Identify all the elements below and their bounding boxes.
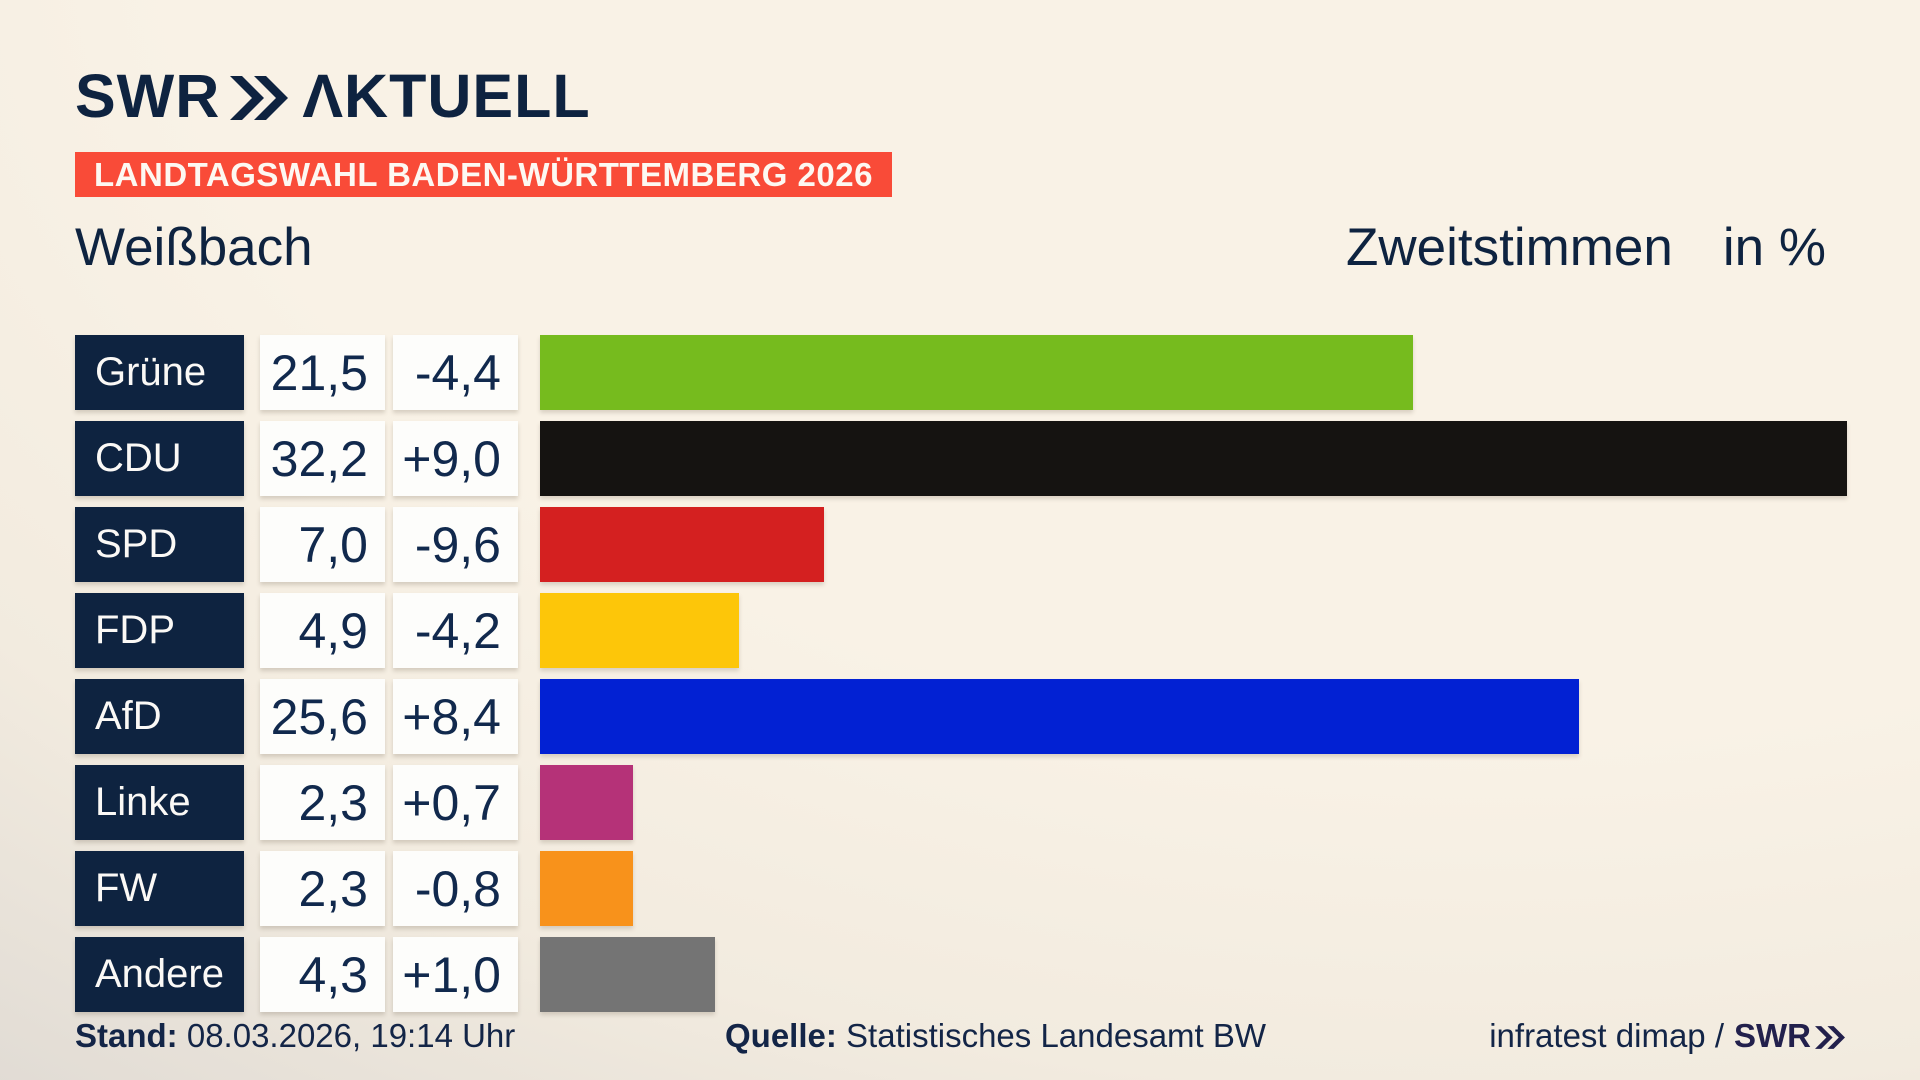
change-label: +1,0: [393, 937, 518, 1012]
party-label: AfD: [75, 679, 244, 754]
value-label: 21,5: [260, 335, 385, 410]
value-label: 7,0: [260, 507, 385, 582]
swr-aktuell-logo: SWR ΛKTUELL: [75, 66, 591, 127]
bar: [540, 765, 634, 840]
change-label: -4,4: [393, 335, 518, 410]
swr-logo-small: SWR: [1734, 1017, 1845, 1055]
bar: [540, 851, 634, 926]
change-label: -9,6: [393, 507, 518, 582]
party-label: Grüne: [75, 335, 244, 410]
chart-row: Andere 4,3 +1,0: [75, 937, 1847, 1012]
change-label: +8,4: [393, 679, 518, 754]
bar-chart: Grüne 21,5 -4,4 CDU 32,2 +9,0 SPD 7,0 -9…: [75, 335, 1847, 1023]
bar-track: [540, 679, 1847, 754]
bar-track: [540, 507, 1847, 582]
party-label: CDU: [75, 421, 244, 496]
bar: [540, 679, 1580, 754]
stand-label: Stand:: [75, 1017, 178, 1054]
location-title: Weißbach: [75, 218, 313, 277]
chart-unit-text: in %: [1722, 218, 1826, 277]
change-label: -0,8: [393, 851, 518, 926]
bar: [540, 937, 715, 1012]
title-row: Weißbach Zweitstimmen in %: [75, 218, 1826, 278]
chart-row: FDP 4,9 -4,2: [75, 593, 1847, 668]
bar-track: [540, 593, 1847, 668]
logo-aktuell-text: ΛKTUELL: [302, 62, 591, 130]
bar-track: [540, 765, 1847, 840]
stand-info: Stand: 08.03.2026, 19:14 Uhr: [75, 1017, 515, 1055]
chart-row: Linke 2,3 +0,7: [75, 765, 1847, 840]
value-label: 2,3: [260, 851, 385, 926]
double-chevron-icon: [230, 75, 289, 120]
credit-info: infratest dimap / SWR: [1489, 1017, 1845, 1055]
party-label: Andere: [75, 937, 244, 1012]
chart-title: Zweitstimmen in %: [1346, 218, 1826, 278]
chart-title-text: Zweitstimmen: [1346, 218, 1673, 277]
value-label: 4,9: [260, 593, 385, 668]
bar: [540, 335, 1413, 410]
credit-logo-text: SWR: [1734, 1017, 1811, 1054]
chart-row: SPD 7,0 -9,6: [75, 507, 1847, 582]
source-label: Quelle:: [725, 1017, 837, 1054]
bar-track: [540, 937, 1847, 1012]
chart-row: FW 2,3 -0,8: [75, 851, 1847, 926]
logo-swr-text: SWR: [75, 62, 221, 130]
chart-row: CDU 32,2 +9,0: [75, 421, 1847, 496]
source-info: Quelle: Statistisches Landesamt BW: [725, 1017, 1266, 1055]
bar: [540, 593, 739, 668]
value-label: 2,3: [260, 765, 385, 840]
bar-track: [540, 335, 1847, 410]
chart-row: AfD 25,6 +8,4: [75, 679, 1847, 754]
value-label: 25,6: [260, 679, 385, 754]
party-label: FW: [75, 851, 244, 926]
bar-track: [540, 851, 1847, 926]
value-label: 32,2: [260, 421, 385, 496]
stand-value: 08.03.2026, 19:14 Uhr: [186, 1017, 516, 1054]
election-badge: LANDTAGSWAHL BADEN-WÜRTTEMBERG 2026: [75, 152, 892, 197]
source-value: Statistisches Landesamt BW: [846, 1017, 1267, 1054]
bar: [540, 421, 1847, 496]
change-label: +9,0: [393, 421, 518, 496]
party-label: Linke: [75, 765, 244, 840]
chart-row: Grüne 21,5 -4,4: [75, 335, 1847, 410]
double-chevron-icon: [1815, 1025, 1845, 1049]
bar: [540, 507, 825, 582]
party-label: SPD: [75, 507, 244, 582]
change-label: -4,2: [393, 593, 518, 668]
bar-track: [540, 421, 1847, 496]
change-label: +0,7: [393, 765, 518, 840]
value-label: 4,3: [260, 937, 385, 1012]
party-label: FDP: [75, 593, 244, 668]
credit-text: infratest dimap /: [1489, 1017, 1724, 1054]
